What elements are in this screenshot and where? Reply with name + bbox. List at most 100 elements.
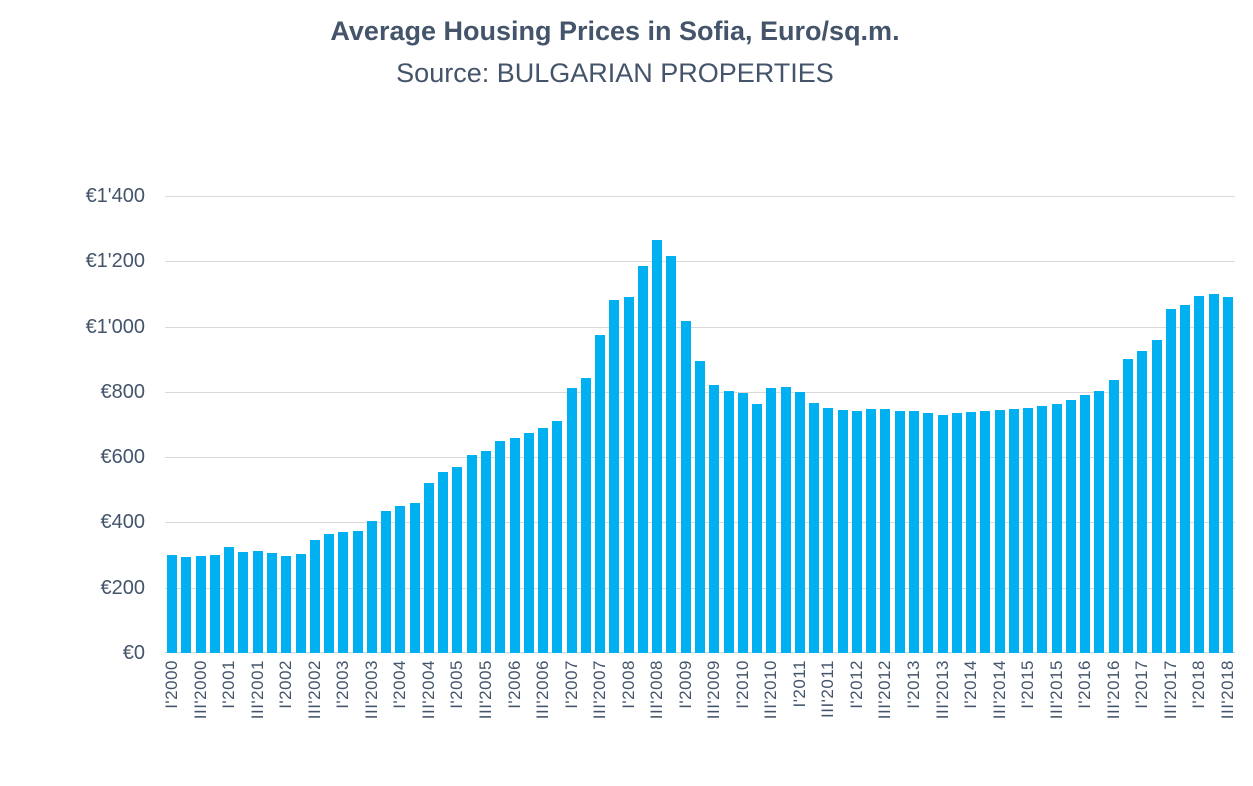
bar xyxy=(794,391,805,653)
x-tick-label-text: III'2010 xyxy=(761,660,781,720)
bar xyxy=(1008,409,1019,653)
x-tick-label: I'2018 xyxy=(1189,660,1208,780)
bar xyxy=(951,413,962,653)
x-tick-label-text: III'2007 xyxy=(590,660,610,720)
bar xyxy=(552,421,563,653)
x-tick-label: I'2015 xyxy=(1018,660,1038,780)
x-tick-label: I'2017 xyxy=(1132,660,1151,780)
bar xyxy=(652,239,663,653)
x-tick-label: III'2013 xyxy=(933,660,952,780)
bar xyxy=(1165,308,1176,653)
bar xyxy=(267,553,277,653)
chart-title: Average Housing Prices in Sofia, Euro/sq… xyxy=(330,16,900,46)
chart-subtitle: Source: BULGARIAN PROPERTIES xyxy=(396,58,834,88)
bar xyxy=(466,454,477,653)
gridline xyxy=(165,326,1235,328)
bar xyxy=(966,412,977,653)
y-tick-label: €1'200 xyxy=(85,250,145,273)
x-tick-label-text: III'2013 xyxy=(932,660,952,720)
bar xyxy=(252,551,263,653)
bar xyxy=(181,556,192,653)
x-tick-label-text: I'2004 xyxy=(390,660,410,709)
bar xyxy=(381,511,392,653)
bar xyxy=(538,427,549,653)
y-tick-label: €600 xyxy=(100,446,146,469)
bar xyxy=(637,265,648,653)
bar xyxy=(309,540,320,653)
bar xyxy=(395,506,406,653)
bar xyxy=(509,437,520,653)
y-tick-label: €200 xyxy=(100,576,146,599)
bar xyxy=(366,520,377,653)
bar xyxy=(723,391,734,653)
x-tick-label-text: I'2003 xyxy=(333,660,353,709)
bar xyxy=(1123,359,1133,653)
bar xyxy=(224,546,235,653)
x-tick-label: III'2010 xyxy=(761,660,781,780)
x-tick-label: III'2006 xyxy=(533,660,552,780)
x-tick-label-text: I'2002 xyxy=(276,660,296,709)
x-tick-label: I'2016 xyxy=(1075,660,1094,780)
x-tick-label-text: I'2009 xyxy=(675,660,695,709)
bar xyxy=(623,296,634,653)
x-tick-label: III'2001 xyxy=(248,660,267,780)
plot-area xyxy=(165,196,1235,653)
y-tick-label: €400 xyxy=(100,511,146,534)
x-tick-label-text: I'2011 xyxy=(789,660,809,708)
bar xyxy=(423,483,434,653)
bar xyxy=(823,408,834,653)
x-tick-label-text: I'2008 xyxy=(618,660,638,709)
x-tick-label-text: III'2000 xyxy=(190,660,210,720)
x-tick-label-text: I'2006 xyxy=(504,660,524,709)
x-tick-label-text: III'2005 xyxy=(476,660,495,720)
x-tick-label: III'2004 xyxy=(419,660,438,780)
bar xyxy=(709,384,720,653)
x-tick-label-text: III'2003 xyxy=(361,660,381,720)
x-tick-label-text: I'2012 xyxy=(846,660,866,709)
bar xyxy=(1137,351,1148,653)
bar xyxy=(994,409,1005,653)
x-tick-label: III'2002 xyxy=(304,660,324,780)
bar xyxy=(980,411,991,653)
bar xyxy=(352,530,363,653)
bar xyxy=(452,466,463,653)
bar xyxy=(195,555,206,653)
bar xyxy=(409,502,420,653)
x-tick-label-text: III'2018 xyxy=(1217,660,1237,720)
x-tick-label-text: I'2013 xyxy=(904,660,923,709)
x-tick-label-text: I'2000 xyxy=(162,660,182,709)
bar xyxy=(580,378,591,653)
bar xyxy=(1094,391,1105,653)
bar xyxy=(937,414,948,653)
x-tick-label: III'2007 xyxy=(590,660,610,780)
x-tick-label: III'2012 xyxy=(875,660,894,780)
x-tick-label: I'2009 xyxy=(675,660,695,780)
x-tick-label-text: I'2007 xyxy=(561,660,581,709)
x-tick-label: I'2014 xyxy=(961,660,980,780)
x-tick-label-text: I'2015 xyxy=(1018,660,1038,709)
bar xyxy=(1194,295,1205,653)
gridline xyxy=(165,261,1235,263)
x-tick-label: III'2005 xyxy=(476,660,495,780)
x-tick-label-text: III'2017 xyxy=(1160,660,1180,720)
x-axis: I'2000 III'2000 I'2001 III'2001 I'2002 III'20… xyxy=(162,656,1237,781)
y-tick-label: €800 xyxy=(100,380,146,403)
x-tick-label: III'2015 xyxy=(1047,660,1066,780)
bar xyxy=(167,555,178,653)
bar xyxy=(695,360,705,653)
x-tick-label-text: III'2011 xyxy=(818,660,838,718)
bar xyxy=(880,409,891,653)
bar xyxy=(295,554,306,653)
x-tick-label-text: III'2002 xyxy=(304,660,324,720)
x-tick-label: I'2012 xyxy=(846,660,866,780)
x-tick-label: III'2009 xyxy=(704,660,723,780)
x-tick-label-text: III'2014 xyxy=(989,660,1009,720)
x-tick-label-text: III'2008 xyxy=(647,660,667,720)
y-tick-label: €0 xyxy=(122,642,145,664)
x-tick-label: III'2011 xyxy=(818,660,838,780)
bar xyxy=(866,409,877,653)
bar xyxy=(1222,296,1233,653)
y-tick-label: €1'400 xyxy=(85,185,145,207)
bar xyxy=(1051,403,1062,653)
